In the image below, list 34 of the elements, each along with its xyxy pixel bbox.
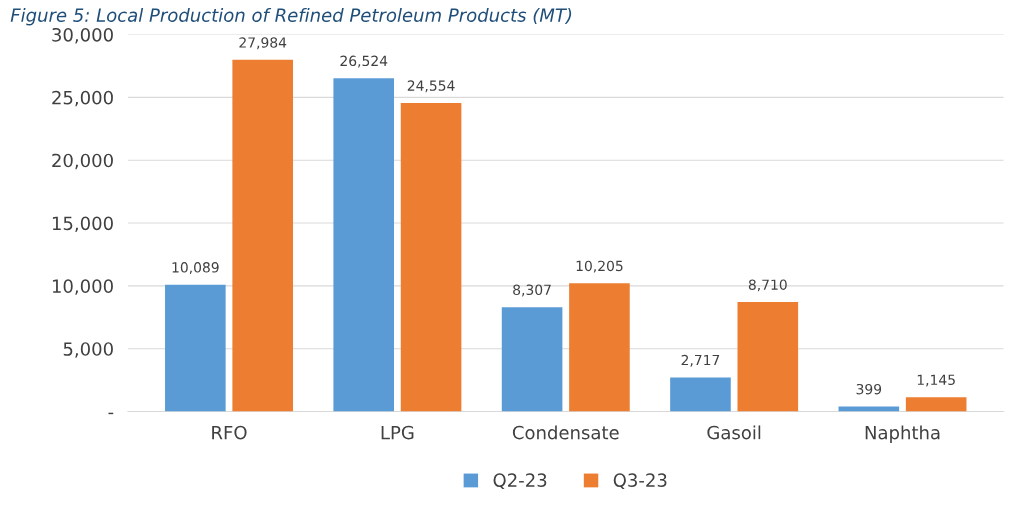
y-tick-label: 10,000 [52, 279, 113, 295]
y-tick-label: 20,000 [52, 153, 113, 170]
x-tick-label: Gasoil [707, 425, 761, 440]
x-tick-label: Condensate [512, 425, 619, 440]
bar [333, 78, 395, 412]
data-label: 8,307 [513, 284, 551, 297]
data-label: 8,710 [748, 279, 787, 292]
data-label: 26,524 [340, 55, 388, 68]
data-label: 1,145 [917, 374, 955, 387]
legend-label: Q2-23 [493, 473, 547, 490]
data-label: 399 [856, 383, 882, 395]
data-label: 10,089 [172, 262, 219, 275]
y-tick-label: 30,000 [52, 27, 113, 44]
data-label: 24,554 [407, 80, 455, 93]
bar [232, 59, 293, 412]
bar [905, 397, 967, 412]
x-tick-label: RFO [212, 425, 247, 440]
y-tick-label: 15,000 [52, 216, 113, 232]
y-tick-label: 5,000 [63, 342, 113, 358]
bar [737, 302, 799, 412]
x-tick-label: LPG [381, 425, 414, 440]
bar [569, 283, 630, 412]
data-label: 10,205 [576, 260, 623, 273]
data-label: 27,984 [239, 37, 287, 50]
y-tick-label: 25,000 [52, 90, 113, 107]
chart-title: Figure 5: Local Production of Refined Petroleum Products (MT) [10, 7, 572, 26]
x-tick-label: Naphtha [865, 425, 940, 443]
bar [165, 284, 226, 412]
legend-label: Q3-23 [613, 473, 667, 490]
bar [501, 307, 563, 412]
bar [670, 377, 731, 412]
data-label: 2,717 [681, 354, 720, 367]
y-tick-label: - [108, 412, 114, 415]
bar [400, 102, 462, 412]
